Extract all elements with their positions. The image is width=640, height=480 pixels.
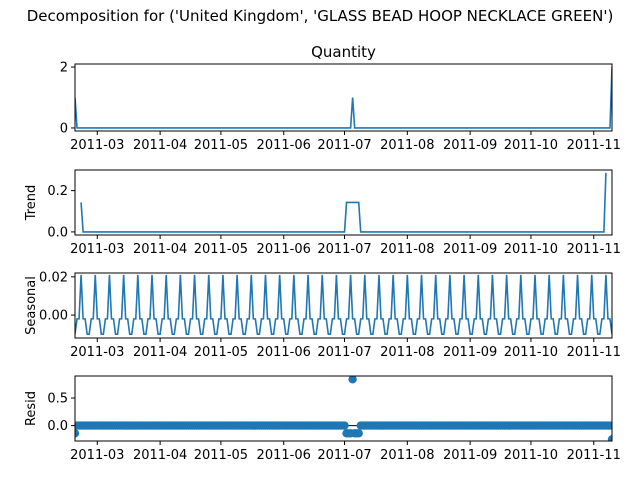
quantity-panel: Quantity 0 2 2011-03 2011-04 2011-05 2011-06 20… [60, 43, 621, 153]
trend-xtick-label: 2011-10 [504, 242, 558, 257]
seasonal-panel: Seasonal 0.00 0.02 2011-03 2011-04 2011-05 201… [24, 270, 621, 360]
trend-panel: Trend 0.0 0.2 2011-03 2011-04 2011-05 2011-06 2… [24, 169, 621, 257]
seasonal-series-line [75, 274, 612, 335]
resid-xtick-label: 2011-04 [133, 448, 187, 463]
quantity-xtick-label: 2011-11 [567, 138, 621, 153]
trend-xtick-label: 2011-06 [257, 242, 311, 257]
trend-data [80, 172, 607, 233]
trend-xtick-label: 2011-07 [317, 242, 371, 257]
quantity-xtick-label: 2011-09 [443, 138, 497, 153]
seasonal-axes-frame [74, 272, 613, 339]
resid-axes-frame [74, 375, 613, 442]
quantity-title: Quantity [311, 43, 376, 61]
seasonal-xtick-label: 2011-08 [380, 345, 434, 360]
seasonal-xtick-label: 2011-09 [443, 345, 497, 360]
resid-point [354, 429, 363, 438]
seasonal-xtick-label: 2011-06 [257, 345, 311, 360]
resid-xtick-label: 2011-11 [567, 448, 621, 463]
resid-point [340, 421, 349, 430]
quantity-xtick-label: 2011-10 [504, 138, 558, 153]
resid-xtick-label: 2011-09 [443, 448, 497, 463]
resid-ytick-label: 0.5 [47, 392, 68, 407]
resid-point [605, 421, 612, 430]
trend-series-line [80, 172, 607, 233]
quantity-ytick-label: 2 [60, 61, 68, 76]
resid-point [348, 376, 357, 384]
resid-point [607, 435, 612, 441]
trend-ytick-label: 0.2 [47, 184, 68, 199]
resid-xtick-label: 2011-07 [317, 448, 371, 463]
resid-point [75, 429, 80, 438]
resid-xtick-label: 2011-05 [194, 448, 248, 463]
quantity-ytick-label: 0 [60, 121, 68, 136]
trend-axes-frame [74, 169, 613, 236]
trend-xtick-label: 2011-04 [133, 242, 187, 257]
resid-xtick-label: 2011-10 [504, 448, 558, 463]
quantity-xtick-label: 2011-07 [317, 138, 371, 153]
trend-xtick-label: 2011-03 [70, 242, 124, 257]
quantity-axes-frame [74, 63, 613, 132]
trend-ylabel: Trend [24, 185, 39, 222]
subplots: Quantity 0 2 2011-03 2011-04 2011-05 2011-06 20… [24, 43, 621, 463]
quantity-xtick-label: 2011-08 [380, 138, 434, 153]
quantity-data [75, 67, 612, 129]
seasonal-ylabel: Seasonal [24, 276, 39, 335]
resid-ytick-label: 0.0 [47, 419, 68, 434]
quantity-xtick-label: 2011-06 [257, 138, 311, 153]
seasonal-data [75, 274, 612, 335]
trend-xtick-label: 2011-09 [443, 242, 497, 257]
resid-xtick-label: 2011-08 [380, 448, 434, 463]
seasonal-xtick-label: 2011-05 [194, 345, 248, 360]
trend-ytick-label: 0.0 [47, 225, 68, 240]
trend-xtick-label: 2011-08 [380, 242, 434, 257]
resid-panel: Resid 0.0 0.5 2011-03 2011-04 2011-05 2011-06 2… [24, 375, 621, 463]
resid-xtick-label: 2011-06 [257, 448, 311, 463]
resid-xtick-label: 2011-03 [70, 448, 124, 463]
seasonal-ytick-label: 0.00 [39, 309, 68, 324]
trend-xtick-label: 2011-11 [567, 242, 621, 257]
seasonal-xtick-label: 2011-03 [70, 345, 124, 360]
seasonal-xtick-label: 2011-04 [133, 345, 187, 360]
quantity-xtick-label: 2011-04 [133, 138, 187, 153]
seasonal-xtick-label: 2011-10 [504, 345, 558, 360]
figure-title: Decomposition for ('United Kingdom', 'GL… [27, 7, 614, 25]
resid-ylabel: Resid [24, 391, 39, 426]
resid-data [75, 376, 612, 441]
seasonal-xtick-label: 2011-07 [317, 345, 371, 360]
quantity-series-line [75, 67, 612, 129]
trend-xtick-label: 2011-05 [194, 242, 248, 257]
quantity-xtick-label: 2011-05 [194, 138, 248, 153]
seasonal-ytick-label: 0.02 [39, 270, 68, 285]
quantity-xtick-label: 2011-03 [70, 138, 124, 153]
seasonal-xtick-label: 2011-11 [567, 345, 621, 360]
